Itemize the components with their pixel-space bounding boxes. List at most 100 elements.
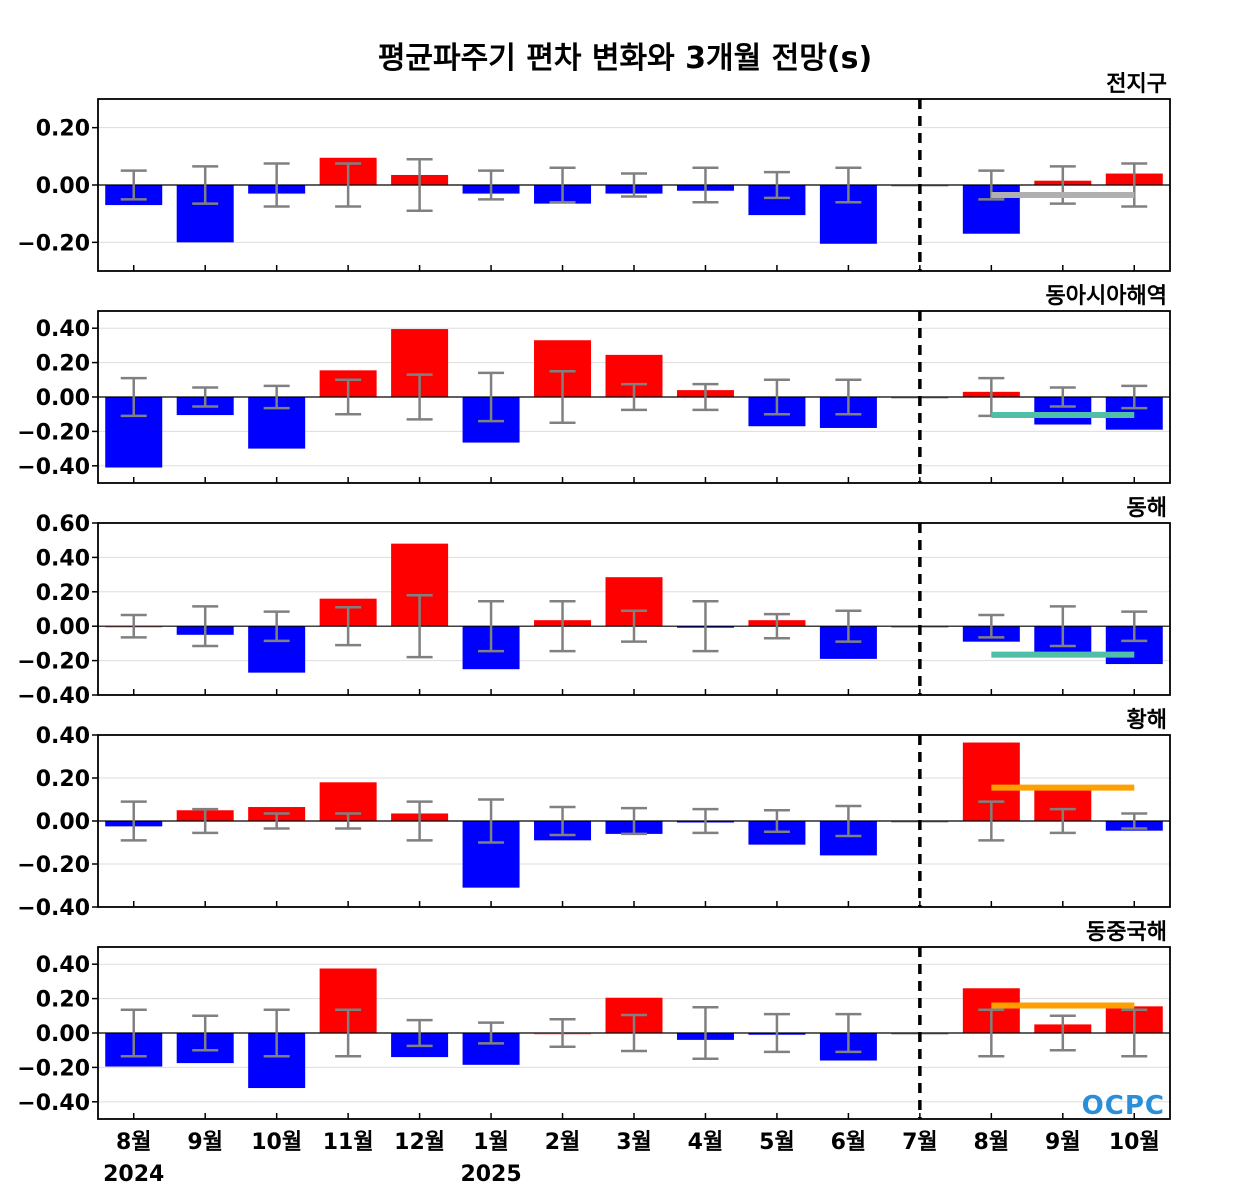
y-tick-label: −0.20: [17, 853, 90, 878]
panel-title: 동중국해: [1086, 920, 1167, 945]
error-bar: [120, 800, 147, 842]
error-bar: [692, 600, 719, 653]
error-bar: [621, 382, 647, 412]
x-tick-label: 8월: [116, 1130, 152, 1155]
error-bar: [763, 809, 790, 833]
error-bar: [192, 605, 219, 648]
error-bar: [478, 1021, 505, 1045]
error-bar: [120, 376, 147, 418]
error-bar: [1121, 384, 1148, 410]
error-bar: [192, 807, 219, 835]
error-bar: [978, 613, 1005, 639]
panel-1: 전지구 0.20 0.00 −0.20: [17, 72, 1171, 272]
error-bar: [835, 1012, 862, 1054]
y-tick-label: 0.60: [36, 512, 90, 537]
y-tick-label: 0.40: [36, 317, 90, 342]
error-bar: [549, 1017, 576, 1049]
error-bar: [192, 1014, 219, 1052]
y-tick-label: 0.20: [36, 581, 90, 606]
error-bar: [1049, 386, 1076, 408]
error-bar: [549, 166, 576, 204]
y-tick-label: 0.40: [36, 724, 90, 749]
y-tick-label: 0.00: [36, 810, 90, 835]
chart-title: 평균파주기 편차 변화와 3개월 전망(s): [378, 41, 872, 76]
panel-title: 황해: [1127, 708, 1167, 733]
error-bar: [1121, 162, 1148, 208]
x-tick-label: 12월: [394, 1130, 445, 1155]
error-bar: [1121, 812, 1148, 830]
error-bar: [335, 378, 362, 416]
error-bar: [406, 1018, 433, 1048]
error-bar: [406, 593, 433, 659]
x-tick-label: 10월: [251, 1130, 302, 1155]
error-bar: [263, 384, 290, 410]
error-bar: [621, 806, 647, 836]
error-bar: [263, 1008, 290, 1058]
panel-frame: [97, 98, 1171, 272]
y-tick-label: −0.20: [17, 420, 90, 445]
error-bar: [692, 807, 719, 835]
y-tick-label: 0.00: [36, 615, 90, 640]
x-tick-label: 11월: [323, 1130, 374, 1155]
panel-4: 황해 0.40 0.20 0.00 −0.20 −0.40: [17, 708, 1171, 921]
panel-title: 동해: [1127, 496, 1167, 521]
error-bar: [1049, 1014, 1076, 1052]
y-tick-label: 0.40: [36, 546, 90, 571]
panel-title: 전지구: [1106, 72, 1167, 97]
error-bar: [192, 386, 219, 408]
y-tick-label: 0.00: [36, 174, 90, 199]
x-tick-label: 9월: [187, 1130, 223, 1155]
error-bar: [120, 1008, 147, 1058]
x-tick-label: 2월: [545, 1130, 581, 1155]
panel-title: 동아시아해역: [1046, 284, 1167, 309]
error-bar: [692, 382, 719, 412]
year-label: 2024: [103, 1162, 164, 1187]
error-bar: [835, 166, 862, 204]
y-tick-label: 0.00: [36, 1022, 90, 1047]
error-bar: [692, 1005, 719, 1061]
error-bar: [478, 371, 505, 423]
error-bar: [335, 162, 362, 208]
panel-frame: [97, 522, 1171, 696]
x-tick-label: 8월: [974, 1130, 1010, 1155]
panel-3: 동해 0.60 0.40 0.20 0.00 −0.20 −0.40: [17, 496, 1171, 709]
error-bar: [406, 157, 433, 213]
error-bar: [835, 804, 862, 838]
y-tick-label: −0.20: [17, 1056, 90, 1081]
error-bar: [763, 170, 790, 200]
error-bar: [263, 812, 290, 830]
error-bar: [763, 378, 790, 416]
error-bar: [549, 600, 576, 653]
error-bar: [621, 1013, 647, 1053]
year-label: 2025: [460, 1162, 521, 1187]
x-tick-label: 3월: [616, 1130, 652, 1155]
panel-frame: [97, 734, 1171, 908]
error-bar: [549, 805, 576, 837]
y-tick-label: −0.40: [17, 684, 90, 709]
error-bar: [621, 609, 647, 643]
error-bar: [835, 378, 862, 416]
error-bar: [1049, 605, 1076, 648]
panel-frame: [97, 946, 1171, 1120]
error-bar: [478, 798, 505, 844]
y-tick-label: −0.20: [17, 231, 90, 256]
error-bar: [335, 812, 362, 830]
error-bar: [978, 800, 1005, 842]
x-tick-label: 1월: [473, 1130, 509, 1155]
panel-frame: [97, 310, 1171, 484]
error-bar: [120, 613, 147, 639]
error-bar: [621, 172, 647, 198]
error-bar: [263, 162, 290, 208]
y-tick-label: −0.40: [17, 896, 90, 921]
x-tick-label: 7월: [902, 1130, 938, 1155]
x-tick-label: 5월: [759, 1130, 795, 1155]
error-bar: [1121, 610, 1148, 643]
x-axis: 8월 9월 10월 11월 12월 1월 2월 3월 4월 5월 6월 7월 8월 9월 10월 2024 20…: [103, 1130, 1160, 1187]
error-bar: [478, 169, 505, 201]
error-bar: [406, 800, 433, 842]
y-tick-label: 0.00: [36, 386, 90, 411]
error-bar: [978, 1008, 1005, 1058]
y-tick-label: −0.20: [17, 650, 90, 675]
logo: OCPC: [1082, 1091, 1164, 1121]
